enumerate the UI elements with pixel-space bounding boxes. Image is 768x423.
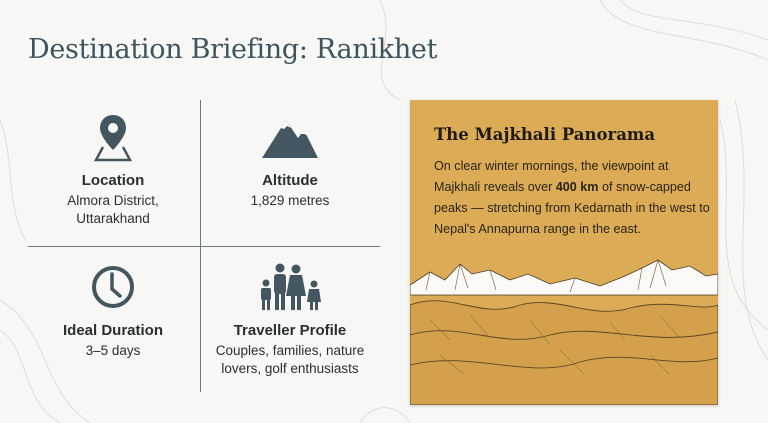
fact-label: Ideal Duration — [62, 322, 163, 339]
fact-label: Location — [81, 172, 145, 189]
fact-label: Traveller Profile — [233, 322, 347, 339]
fact-value: 1,829 metres — [250, 193, 330, 208]
fact-value: 3–5 days — [85, 343, 141, 358]
grid-divider-horizontal — [28, 246, 380, 247]
card-description: On clear winter mornings, the viewpoint … — [434, 159, 710, 236]
clock-icon — [92, 266, 134, 308]
fact-altitude: Altitude 1,829 metres — [204, 112, 376, 210]
card-title: The Majkhali Panorama — [434, 125, 656, 144]
page-title: Destination Briefing: Ranikhet — [28, 34, 438, 65]
fact-traveller-profile: Traveller Profile Couples, families, nat… — [204, 262, 376, 378]
fact-location: Location Almora District, Uttarakhand — [27, 112, 199, 228]
himalayan-range-illustration — [410, 259, 718, 405]
majkhali-panorama-card: The Majkhali Panorama On clear winter mo… — [410, 100, 718, 405]
family-icon — [261, 263, 321, 310]
mountain-icon — [262, 120, 318, 158]
fact-value: Almora District, Uttarakhand — [67, 193, 159, 226]
fact-label: Altitude — [262, 172, 318, 189]
fact-duration: Ideal Duration 3–5 days — [27, 262, 199, 360]
map-pin-icon — [93, 115, 133, 162]
fact-value: Couples, families, nature lovers, golf en… — [215, 343, 365, 376]
